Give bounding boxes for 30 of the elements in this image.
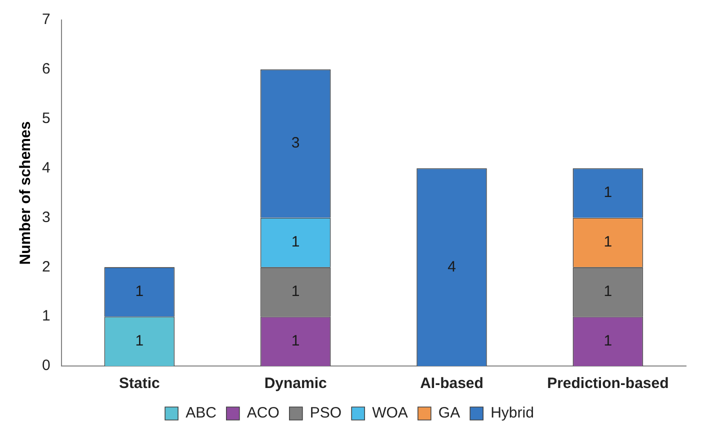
legend-label: WOA: [372, 404, 408, 422]
data-label: 4: [448, 258, 456, 276]
y-tick-label: 1: [42, 308, 50, 325]
legend-label: PSO: [310, 404, 342, 422]
x-tick-label: Dynamic: [264, 375, 327, 392]
y-tick-label: 4: [42, 159, 50, 176]
legend-label: GA: [438, 404, 460, 422]
y-tick-label: 2: [42, 258, 50, 276]
y-tick-label: 7: [42, 11, 50, 28]
data-label: 3: [291, 134, 300, 152]
y-axis-title: Number of schemes: [17, 121, 34, 265]
data-label: 1: [604, 184, 612, 202]
legend-label: ABC: [186, 404, 217, 422]
y-tick-label: 0: [42, 357, 50, 374]
data-label: 1: [291, 283, 300, 300]
y-tick-label: 6: [42, 60, 50, 78]
x-tick-label: AI-based: [420, 375, 484, 392]
legend-label: Hybrid: [490, 404, 534, 422]
data-label: 1: [135, 283, 144, 300]
legend-label: ACO: [246, 404, 280, 422]
y-tick-label: 3: [42, 208, 50, 226]
y-tick-label: 5: [42, 110, 50, 127]
data-label: 1: [604, 283, 612, 300]
data-label: 1: [135, 332, 144, 350]
data-label: 1: [604, 234, 612, 251]
x-tick-label: Prediction-based: [547, 375, 669, 392]
data-label: 1: [291, 332, 300, 350]
x-tick-label: Static: [118, 375, 160, 392]
data-label: 1: [291, 234, 300, 251]
data-label: 1: [604, 332, 612, 350]
